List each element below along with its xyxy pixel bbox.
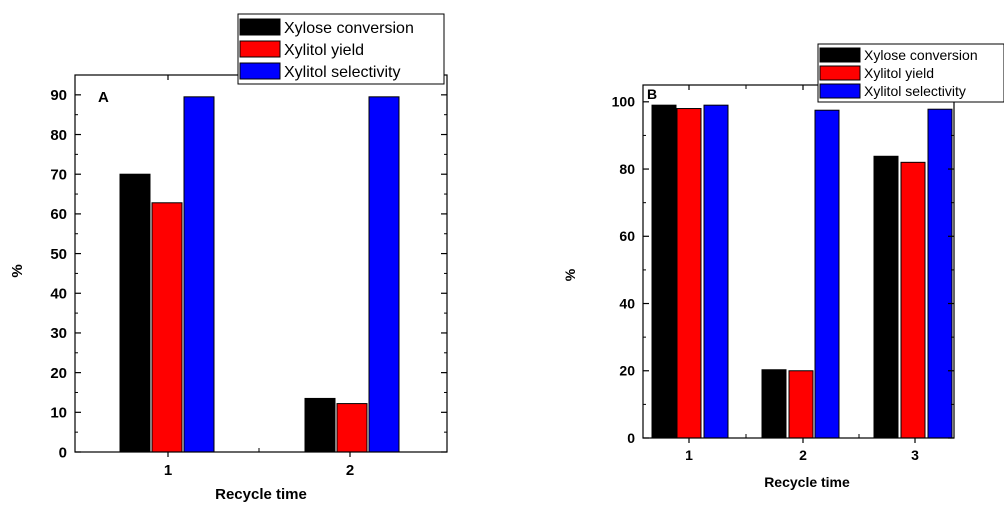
bar-xylitol-yield-1 <box>151 202 183 453</box>
legend-label: Xylose conversion <box>864 47 978 63</box>
legend: Xylose conversion Xylitol yield Xylitol se… <box>237 13 445 85</box>
panel-label: A <box>98 89 109 106</box>
y-tick-label: 100 <box>612 94 636 110</box>
bar-xylitol-selectivity-1 <box>703 104 729 439</box>
legend-label: Xylitol yield <box>284 42 364 59</box>
legend: Xylose conversion Xylitol yield Xylitol se… <box>817 43 1004 103</box>
y-tick-label: 90 <box>50 87 67 104</box>
legend-swatch <box>819 47 861 63</box>
x-axis-title: Recycle time <box>764 474 850 490</box>
x-tick-label: 2 <box>346 462 354 479</box>
y-tick-label: 80 <box>619 161 635 177</box>
chart-panel-a: 0 10 20 30 40 50 60 70 80 90 1 2 Recycle time% A Xylos… <box>9 13 448 503</box>
bar-xylose-conversion-1 <box>119 173 151 453</box>
legend-swatch <box>819 65 861 81</box>
bar-xylitol-selectivity-2 <box>814 109 840 439</box>
x-tick-label: 2 <box>799 447 807 463</box>
bar-xylitol-yield-2 <box>336 403 368 453</box>
bar-xylose-conversion-1 <box>651 104 677 439</box>
bar-xylitol-yield-3 <box>900 161 926 439</box>
x-tick-label: 1 <box>685 447 693 463</box>
bar-xylitol-yield-1 <box>676 108 702 439</box>
y-tick-label: 40 <box>50 286 67 303</box>
y-tick-label: 60 <box>50 206 67 223</box>
y-tick-label: 20 <box>50 365 67 382</box>
y-tick-label: 30 <box>50 325 67 342</box>
chart-panel-b: 0 20 40 60 80 100 1 2 3 Recycle time% B Xylose conv… <box>562 43 1004 490</box>
x-axis-title: Recycle time <box>215 486 307 503</box>
y-tick-label: 80 <box>50 127 67 144</box>
y-tick-label: 20 <box>619 363 635 379</box>
y-tick-label: 0 <box>627 430 635 446</box>
legend-label: Xylitol yield <box>864 65 934 81</box>
legend-swatch <box>239 18 281 36</box>
bar-xylose-conversion-2 <box>761 369 787 439</box>
x-tick-label: 3 <box>911 447 919 463</box>
y-tick-label: 50 <box>50 246 67 263</box>
x-tick-label: 1 <box>164 462 172 479</box>
legend-swatch <box>239 40 281 58</box>
y-tick-label: 0 <box>59 444 67 461</box>
legend-label: Xylitol selectivity <box>864 83 966 99</box>
legend-swatch <box>239 62 281 80</box>
bar-xylitol-selectivity-3 <box>927 108 953 439</box>
bar-xylitol-yield-2 <box>788 370 814 439</box>
y-tick-label: 60 <box>619 228 635 244</box>
y-tick-label: 40 <box>619 295 635 311</box>
y-tick-label: 70 <box>50 166 67 183</box>
y-tick-label: 10 <box>50 405 67 422</box>
panel-label: B <box>647 86 657 102</box>
legend-label: Xylose conversion <box>284 20 414 37</box>
bar-xylitol-selectivity-1 <box>183 96 215 453</box>
bar-xylose-conversion-3 <box>873 155 899 439</box>
y-axis-title: % <box>562 268 578 281</box>
plot-frame <box>642 84 955 439</box>
y-axis-title: % <box>9 264 26 277</box>
legend-swatch <box>819 83 861 99</box>
legend-label: Xylitol selectivity <box>284 64 400 81</box>
bar-xylitol-selectivity-2 <box>368 96 400 453</box>
bar-xylose-conversion-2 <box>304 397 336 453</box>
